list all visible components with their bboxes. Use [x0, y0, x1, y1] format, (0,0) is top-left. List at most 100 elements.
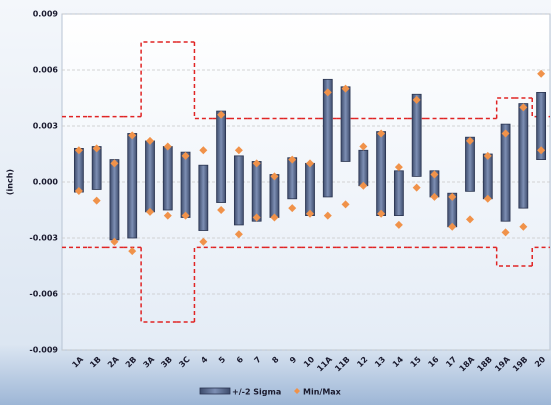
min-max-marker: [146, 136, 154, 145]
sigma-bar: [305, 162, 315, 216]
legend-swatch: [199, 387, 231, 395]
x-tick-label: 8: [270, 355, 281, 366]
sigma-bar: [109, 159, 120, 241]
sigma-bar: [162, 146, 173, 211]
min-max-marker: [501, 129, 510, 138]
min-max-marker: [430, 170, 439, 179]
min-max-marker: [430, 192, 439, 201]
legend-label: Min/Max: [303, 388, 342, 397]
min-max-marker: [501, 228, 510, 237]
sigma-bar: [216, 110, 227, 203]
legend-swatch: [294, 388, 300, 394]
min-max-marker: [341, 200, 350, 209]
min-max-marker: [377, 129, 386, 138]
limit-line: [531, 246, 550, 266]
min-max-marker: [323, 88, 332, 97]
min-max-marker: [323, 211, 332, 220]
sigma-bar: [393, 170, 404, 217]
sigma-bar: [482, 153, 493, 200]
sigma-bar: [322, 78, 333, 198]
min-max-marker: [92, 144, 101, 153]
min-max-marker: [537, 69, 546, 78]
min-max-marker: [234, 230, 243, 239]
legend-label: +/-2 Sigma: [232, 388, 281, 397]
min-max-marker: [181, 211, 190, 220]
sigma-bar: [233, 155, 244, 226]
y-tick-label: 0.003: [33, 122, 58, 131]
y-tick-label: -0.009: [29, 346, 58, 355]
sigma-bar: [145, 140, 155, 213]
min-max-marker: [466, 215, 474, 224]
min-max-marker: [394, 220, 403, 229]
min-max-marker: [199, 146, 208, 155]
min-max-marker: [270, 172, 279, 181]
sigma-bar: [465, 136, 475, 192]
sigma-bar: [269, 174, 280, 218]
limit-line: [495, 247, 515, 267]
sigma-bar: [287, 157, 298, 200]
sigma-bar: [536, 92, 547, 160]
min-max-marker: [306, 209, 314, 218]
min-max-marker: [448, 222, 457, 231]
min-max-marker: [483, 194, 492, 203]
min-max-marker: [92, 196, 101, 205]
min-max-marker: [217, 110, 226, 119]
sigma-bar: [127, 133, 138, 239]
min-max-marker: [519, 222, 528, 231]
y-tick-label: 0.000: [33, 178, 59, 187]
limit-line: [193, 246, 213, 322]
min-max-marker: [181, 151, 190, 160]
x-tick-label: 9: [288, 355, 299, 366]
min-max-marker: [483, 151, 492, 160]
sigma-bar: [251, 161, 262, 222]
min-max-marker: [252, 159, 261, 168]
sigma-bar: [73, 147, 84, 193]
y-tick-label: 0.009: [33, 10, 59, 19]
min-max-marker: [74, 186, 83, 195]
min-max-marker: [288, 155, 297, 164]
min-max-marker: [537, 146, 546, 155]
sigma-bar: [180, 151, 191, 218]
min-max-marker: [270, 213, 279, 222]
x-tick-label: 6: [235, 355, 246, 366]
y-tick-label: 0.006: [33, 66, 59, 75]
min-max-marker: [306, 159, 314, 168]
y-tick-label: -0.006: [29, 290, 58, 299]
min-max-marker: [146, 207, 154, 216]
min-max-marker: [163, 211, 172, 220]
y-tick-label: -0.003: [29, 234, 58, 243]
min-max-marker: [217, 206, 226, 214]
limit-line: [140, 247, 159, 323]
min-max-marker: [412, 183, 421, 192]
sigma-bar: [376, 131, 387, 217]
min-max-marker: [341, 84, 350, 93]
min-max-marker: [110, 237, 119, 246]
sigma-bar: [198, 164, 209, 231]
limit-line: [140, 41, 159, 117]
min-max-marker: [128, 131, 137, 140]
min-max-marker: [288, 204, 297, 213]
x-tick-label: 7: [253, 355, 263, 365]
sigma-bar: [411, 93, 422, 177]
min-max-marker: [448, 192, 457, 201]
min-max-marker: [359, 142, 368, 151]
min-max-marker: [412, 95, 421, 104]
min-max-marker: [234, 146, 243, 155]
min-max-marker: [359, 181, 368, 190]
min-max-marker: [163, 142, 172, 151]
sigma-bar: [358, 149, 369, 187]
min-max-marker: [74, 146, 83, 155]
x-tick-label: 4: [199, 355, 210, 366]
sigma-bar: [91, 146, 102, 190]
min-max-marker: [519, 103, 528, 112]
sigma-bar: [340, 86, 351, 162]
min-max-marker: [466, 136, 474, 145]
x-tick-label: 5: [217, 355, 228, 366]
min-max-marker: [199, 237, 208, 246]
min-max-marker: [377, 209, 386, 218]
min-max-marker: [394, 163, 403, 172]
min-max-marker: [252, 213, 261, 222]
min-max-marker: [110, 159, 119, 168]
min-max-marker: [128, 247, 137, 256]
